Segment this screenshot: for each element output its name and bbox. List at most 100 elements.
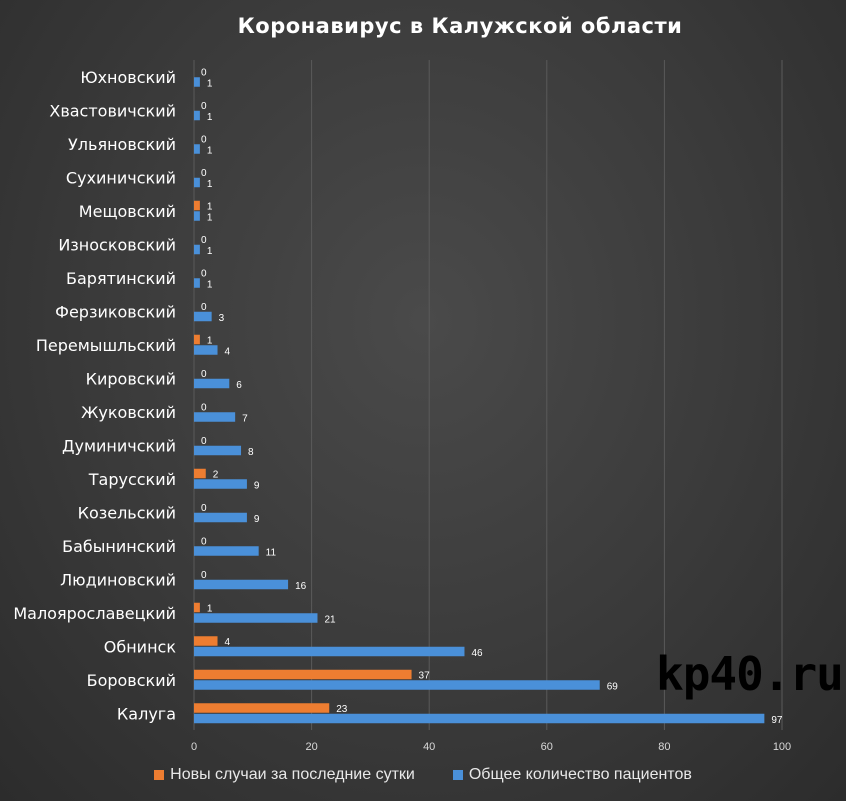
legend-label-new: Новы случаи за последние сутки (170, 766, 415, 783)
data-label-total: 1 (207, 212, 213, 223)
bar-new (194, 703, 330, 713)
data-label-total: 3 (219, 313, 225, 324)
bar-total (194, 378, 230, 389)
data-label-total: 97 (771, 715, 783, 726)
data-label-new: 0 (201, 369, 207, 380)
data-label-total: 8 (248, 447, 254, 458)
data-label-new: 4 (225, 637, 231, 648)
data-label-total: 21 (324, 614, 336, 625)
category-label: Боровский (87, 671, 176, 690)
bar-total (194, 613, 318, 623)
legend-swatch-new (154, 770, 165, 780)
data-label-total: 1 (207, 246, 213, 257)
data-label-new: 2 (213, 469, 219, 480)
bar-total (194, 646, 465, 657)
data-label-new: 0 (201, 570, 207, 581)
chart-title: Коронавирус в Калужской области (237, 14, 683, 38)
data-label-new: 37 (419, 670, 431, 681)
category-label: Малоярославецкий (13, 604, 176, 623)
category-label: Думиничский (62, 436, 176, 455)
data-label-new: 23 (336, 704, 348, 715)
category-label: Сухиничский (66, 168, 176, 187)
category-label: Жуковский (81, 403, 176, 422)
bar-total (194, 278, 200, 288)
x-tick-label: 100 (773, 741, 791, 753)
bar-total (194, 445, 242, 456)
category-label: Перемышльский (36, 336, 176, 355)
bar-total (194, 713, 765, 724)
category-label: Козельский (78, 503, 176, 522)
bar-total (194, 680, 600, 690)
data-label-new: 1 (207, 201, 213, 212)
data-label-total: 1 (207, 78, 213, 89)
data-label-new: 0 (201, 536, 207, 547)
bar-total (194, 345, 218, 355)
data-label-total: 1 (207, 179, 213, 190)
data-label-total: 4 (225, 346, 231, 357)
data-label-total: 7 (242, 413, 248, 424)
legend-label-total: Общее количество пациентов (468, 766, 692, 783)
data-label-new: 0 (201, 101, 207, 112)
data-label-new: 0 (201, 402, 207, 413)
bar-total (194, 579, 289, 590)
category-label: Бабынинский (62, 537, 176, 556)
data-label-new: 0 (201, 503, 207, 514)
x-tick-label: 40 (423, 741, 435, 753)
category-label: Износковский (58, 235, 176, 254)
bar-new (194, 669, 412, 680)
data-label-total: 11 (266, 547, 277, 558)
bar-total (194, 144, 200, 154)
legend-swatch-total (452, 770, 463, 780)
data-label-total: 46 (471, 648, 483, 659)
x-tick-label: 60 (541, 741, 553, 753)
category-label: Юхновский (80, 68, 176, 87)
x-tick-label: 80 (658, 741, 670, 753)
bar-total (194, 244, 200, 255)
bar-new (194, 468, 206, 479)
data-label-total: 16 (295, 581, 307, 592)
data-label-total: 1 (207, 112, 213, 123)
category-label: Обнинск (104, 637, 177, 656)
category-label: Ульяновский (68, 135, 176, 154)
data-label-total: 9 (254, 480, 260, 491)
bar-new (194, 334, 200, 345)
data-label-total: 6 (236, 380, 242, 391)
bar-new (194, 602, 200, 613)
bar-total (194, 177, 200, 188)
bar-new (194, 636, 218, 646)
category-label: Калуга (117, 704, 176, 723)
data-label-new: 0 (201, 235, 207, 246)
data-label-new: 0 (201, 436, 207, 447)
legend-item-new: Новы случаи за последние сутки (154, 766, 415, 784)
data-label-new: 0 (201, 67, 207, 78)
bar-total (194, 512, 247, 523)
data-label-new: 0 (201, 134, 207, 145)
bar-total (194, 546, 259, 556)
bar-total (194, 412, 236, 422)
data-label-total: 9 (254, 514, 260, 525)
x-tick-label: 20 (305, 741, 317, 753)
x-tick-label: 0 (191, 741, 197, 753)
bar-total (194, 211, 200, 221)
category-label: Барятинский (66, 269, 176, 288)
category-label: Ферзиковский (55, 302, 176, 321)
bar-total (194, 77, 200, 87)
category-label: Кировский (86, 369, 176, 388)
bar-total (194, 110, 200, 121)
data-label-new: 0 (201, 168, 207, 179)
category-label: Мещовский (79, 202, 176, 221)
category-label: Хвастовичский (49, 101, 176, 120)
data-label-total: 1 (207, 279, 213, 290)
category-label: Людиновский (60, 570, 176, 589)
watermark: kp40.ru (656, 647, 844, 701)
bar-total (194, 479, 247, 489)
legend-item-total: Общее количество пациентов (452, 766, 692, 784)
bar-new (194, 200, 200, 211)
data-label-total: 1 (207, 145, 213, 156)
legend: Новы случаи за последние сутки Общее кол… (0, 766, 846, 784)
data-label-new: 1 (207, 603, 213, 614)
data-label-new: 0 (201, 268, 207, 279)
data-label-new: 0 (201, 302, 207, 313)
